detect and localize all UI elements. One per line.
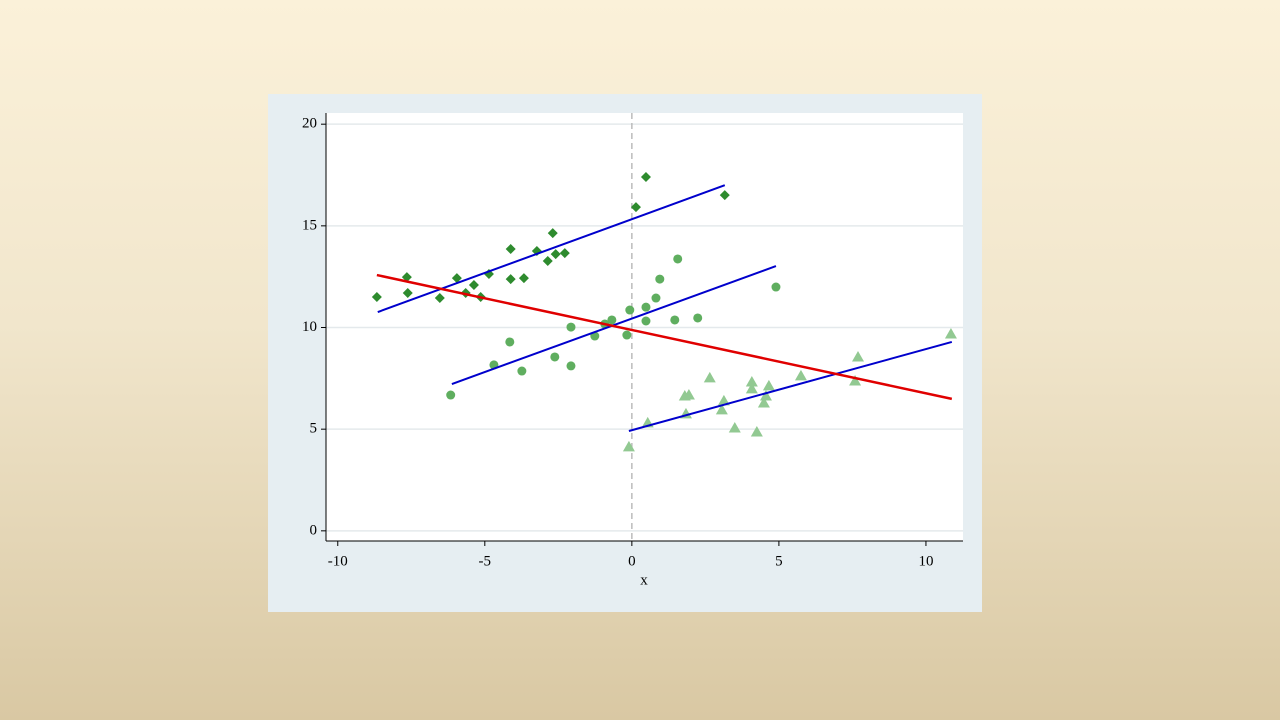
point [771,282,781,292]
point [693,313,703,323]
point [640,172,651,183]
point [550,352,560,362]
point [547,228,558,239]
point [446,390,456,400]
point [518,273,529,284]
point [728,421,741,433]
x-tick-label: 10 [918,553,933,569]
point [719,190,730,201]
point [762,379,775,391]
point [641,316,651,326]
marks [371,172,957,452]
point [625,305,635,315]
grid [326,113,963,541]
point [505,244,516,255]
point [622,440,635,452]
point [566,361,576,371]
point [655,274,665,284]
point [607,315,617,325]
point [451,273,462,284]
point [517,366,527,376]
fit-line [376,273,953,401]
point [566,322,576,332]
x-axis-title: x [640,572,648,588]
point [849,374,862,386]
point [745,375,758,387]
fit-line [628,340,953,432]
point [542,256,553,267]
point [852,350,865,362]
point [402,287,413,298]
point [401,272,412,283]
y-tick-label: 0 [310,522,318,538]
y-tick-label: 5 [310,421,318,437]
x-tick-label: 5 [775,553,783,569]
point [703,371,716,383]
point [622,330,632,340]
point [757,396,770,408]
point [559,248,570,259]
point [371,292,382,303]
point [682,389,695,400]
point [641,302,651,312]
point [759,390,772,401]
point [670,315,680,325]
y-tick-label: 20 [302,116,317,132]
y-tick-label: 15 [302,217,317,233]
point [434,293,445,304]
point [717,394,730,406]
point [750,426,763,437]
y-tick-label: 10 [302,319,317,335]
x-tick-label: -5 [479,553,492,569]
x-tick-label: -10 [328,553,348,569]
point [745,382,758,394]
point [673,254,683,264]
point [651,293,661,303]
point [794,369,807,381]
x-tick-label: 0 [628,553,636,569]
point [630,202,641,213]
point [505,337,515,347]
point [715,403,728,415]
point [550,249,561,260]
point [468,280,479,291]
point [505,274,516,285]
point [944,328,957,339]
fit-line [377,184,726,313]
